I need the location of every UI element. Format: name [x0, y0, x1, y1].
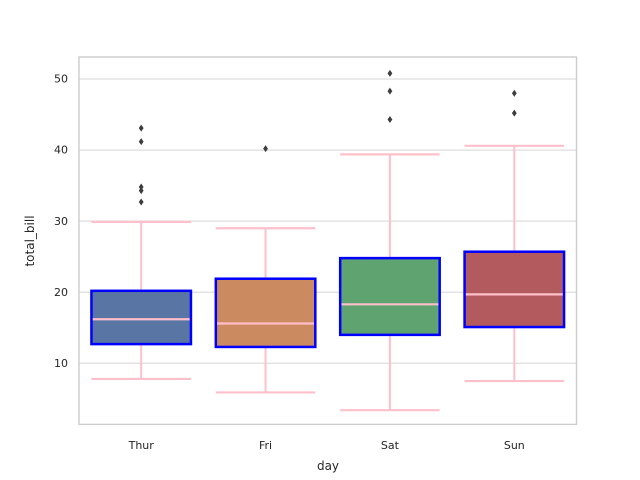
- outlier-diamond-thur: [138, 183, 144, 191]
- outlier-diamond-sun: [511, 89, 517, 97]
- box-fri: [214, 277, 317, 349]
- x-tick-label-sat: Sat: [381, 439, 400, 452]
- y-tick-label: 40: [54, 144, 68, 157]
- outlier-diamond-sat: [387, 69, 393, 77]
- outlier-diamond-thur: [138, 138, 144, 146]
- y-tick-label: 20: [54, 286, 68, 299]
- box-sun: [463, 250, 566, 329]
- x-axis-label: day: [316, 459, 340, 473]
- y-tick-label: 30: [54, 215, 68, 228]
- y-axis-label: total_bill: [23, 215, 37, 267]
- y-tick-label: 10: [54, 357, 68, 370]
- outlier-diamond-sat: [387, 87, 393, 95]
- y-tick-label: 50: [54, 73, 68, 86]
- outlier-diamond-thur: [138, 198, 144, 206]
- outlier-diamond-thur: [138, 124, 144, 132]
- outlier-diamond-fri: [263, 145, 268, 153]
- x-tick-label-sun: Sun: [504, 439, 525, 452]
- plot-area-background: [79, 57, 577, 425]
- outlier-diamond-sat: [387, 116, 393, 124]
- outlier-diamond-thur: [138, 187, 144, 195]
- x-tick-label-fri: Fri: [259, 439, 272, 452]
- outlier-diamond-sun: [511, 109, 517, 117]
- axes-border: [78, 56, 578, 426]
- box-thur: [90, 289, 193, 346]
- box-sat: [338, 256, 441, 337]
- x-tick-label-thur: Thur: [128, 439, 155, 452]
